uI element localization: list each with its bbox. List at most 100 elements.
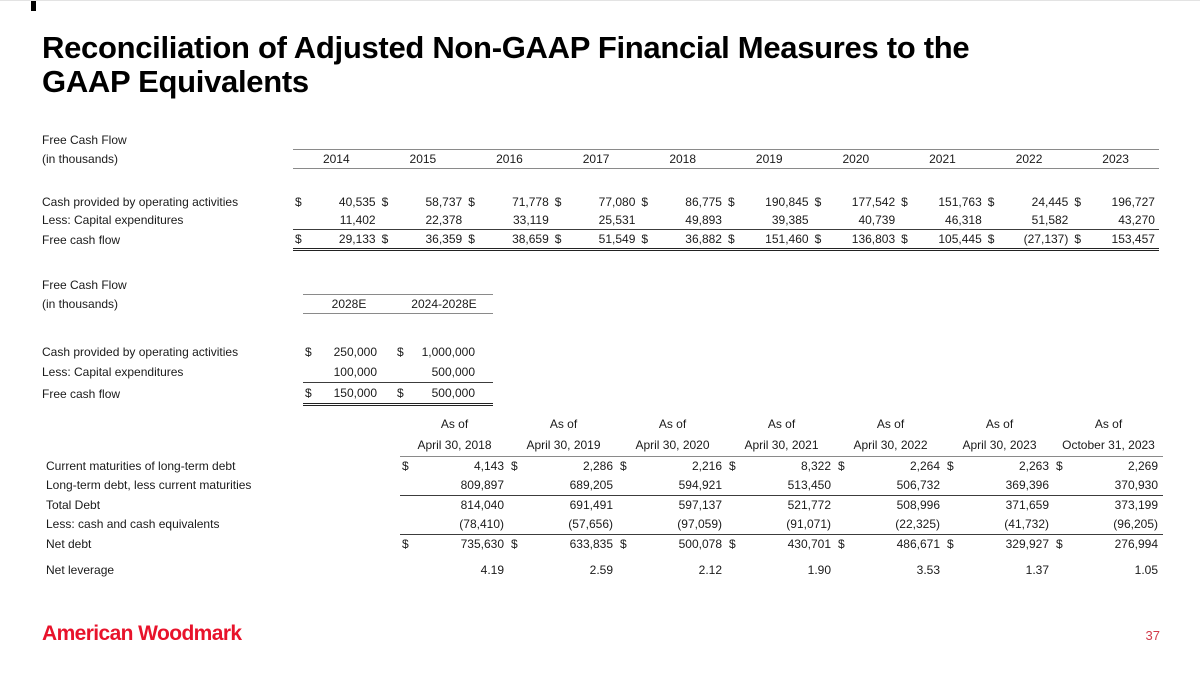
dollar-sign: $ (554, 195, 562, 209)
value-cell: (57,656) (525, 515, 618, 535)
column-header: 2024-2028E (395, 294, 493, 314)
as-of-label: As of (876, 417, 905, 431)
column-header: 2021 (899, 149, 986, 169)
dollar-sign (1054, 496, 1070, 516)
value-cell: 71,778 (512, 195, 549, 209)
dollar-sign: $ (620, 459, 627, 473)
value-cell: 486,671 (896, 537, 940, 551)
value-cell: (97,059) (634, 515, 727, 535)
value-cell: 151,763 (938, 195, 982, 209)
dollar-sign: $ (303, 382, 317, 406)
date-label: April 30, 2018 (400, 435, 509, 457)
dollar-sign (552, 211, 567, 230)
dollar-sign (945, 515, 961, 535)
value-cell: 196,727 (1111, 195, 1155, 209)
dollar-sign: $ (402, 537, 409, 551)
column-header: 2018 (639, 149, 726, 169)
leverage-label: Net leverage (46, 563, 115, 577)
dollar-sign (812, 211, 827, 230)
top-left-tick (31, 1, 36, 11)
table-row: Free cash flow $150,000 $500,000 (42, 382, 493, 406)
value-cell: 190,845 (765, 195, 809, 209)
title-line-1: Reconciliation of Adjusted Non-GAAP Fina… (42, 30, 970, 65)
dollar-sign: $ (1074, 195, 1082, 209)
row-label: Total Debt (46, 497, 101, 512)
table-row: Current maturities of long-term debt $4,1… (42, 457, 1163, 477)
leverage-value: 1.05 (1134, 563, 1158, 577)
row-label: Less: cash and cash equivalents (46, 517, 220, 532)
value-cell: 373,199 (1114, 498, 1158, 512)
value-cell: 40,535 (338, 195, 376, 209)
dollar-sign (836, 496, 852, 516)
dollar-sign: $ (1056, 459, 1063, 473)
value-cell: 8,322 (800, 459, 831, 473)
dollar-sign: $ (901, 195, 908, 209)
as-of-label: As of (1094, 417, 1123, 431)
value-cell: 177,542 (851, 195, 896, 209)
dollar-sign: $ (395, 382, 409, 406)
dollar-sign (400, 476, 416, 496)
value-cell: 46,318 (913, 211, 986, 230)
value-cell: (41,732) (961, 515, 1054, 535)
dollar-sign (899, 211, 914, 230)
value-cell: 151,460 (739, 229, 813, 251)
value-cell: 594,921 (634, 476, 727, 496)
dollar-sign: $ (838, 459, 845, 473)
column-header: 2023 (1072, 149, 1159, 169)
value-cell: 2,286 (582, 459, 613, 473)
value-cell: 136,803 (826, 229, 900, 251)
dollar-sign (509, 476, 525, 496)
table-row: Long-term debt, less current maturities 8… (42, 476, 1163, 496)
value-cell: 329,927 (1005, 537, 1049, 551)
dollar-sign (985, 211, 1000, 230)
table-row: Less: cash and cash equivalents (78,410) (… (42, 515, 1163, 535)
value-cell: 25,531 (566, 211, 640, 230)
dollar-sign (400, 496, 416, 516)
row-label: Cash provided by operating activities (42, 195, 239, 209)
value-cell: 51,582 (999, 211, 1073, 230)
value-cell: 276,994 (1114, 537, 1158, 551)
dollar-sign: $ (729, 459, 736, 473)
free-cash-flow-projected-table: Free Cash Flow (in thousands) 2028E 2024-20… (42, 276, 493, 406)
value-cell: 506,732 (852, 476, 945, 496)
dollar-sign: $ (899, 229, 914, 251)
dollar-sign (1054, 515, 1070, 535)
dollar-sign: $ (814, 195, 822, 209)
dollar-sign (395, 362, 409, 383)
dollar-sign (725, 211, 740, 230)
value-cell: 2,263 (1018, 459, 1049, 473)
dollar-sign: $ (1072, 229, 1087, 251)
row-label: Net debt (46, 536, 92, 551)
header-rule (303, 276, 493, 295)
value-cell: 513,450 (743, 476, 836, 496)
column-header: 2019 (725, 149, 813, 169)
dollar-sign (1054, 476, 1070, 496)
spacer (42, 314, 493, 343)
value-cell: 370,930 (1070, 476, 1163, 496)
date-label: April 30, 2019 (509, 435, 618, 457)
title-line-2: GAAP Equivalents (42, 64, 309, 99)
column-header: 2015 (379, 149, 467, 169)
value-cell: (78,410) (416, 515, 509, 535)
dollar-sign: $ (985, 229, 1000, 251)
value-cell: 371,659 (1005, 498, 1049, 512)
table-row: Less: Capital expenditures 100,000 500,000 (42, 362, 493, 383)
value-cell: 508,996 (896, 498, 940, 512)
table-row: Cash provided by operating activities $40… (42, 193, 1159, 211)
dollar-sign (509, 561, 525, 580)
dollar-sign (639, 211, 654, 230)
dollar-sign (945, 496, 961, 516)
value-cell: 58,737 (425, 195, 463, 209)
dollar-sign (945, 476, 961, 496)
value-cell: 24,445 (1031, 195, 1069, 209)
value-cell: 49,893 (653, 211, 726, 230)
dollar-sign: $ (812, 229, 827, 251)
column-header: 2014 (293, 149, 380, 169)
table-row: Cash provided by operating activities $25… (42, 342, 493, 362)
dollar-sign (618, 561, 634, 580)
table-row: Total Debt 814,040 691,491 597,137 521,772 50… (42, 496, 1163, 516)
leverage-value: 4.19 (480, 563, 504, 577)
date-label: April 30, 2021 (727, 435, 836, 457)
dollar-sign: $ (725, 229, 740, 251)
value-cell: 33,119 (480, 211, 553, 230)
